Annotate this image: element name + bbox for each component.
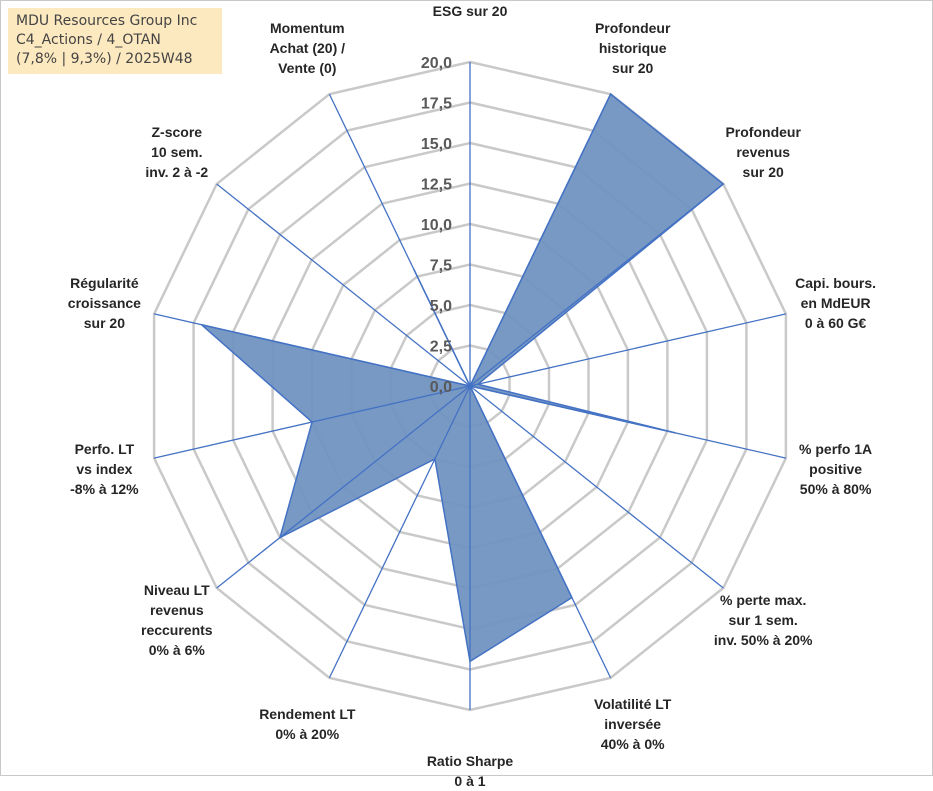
tick-label: 0,0	[430, 379, 452, 396]
axis-label: Régularité croissance sur 20	[68, 273, 141, 333]
axis-spoke	[328, 385, 471, 679]
axis-label-line: Rendement LT	[259, 705, 356, 722]
axis-label-line: Volatilité LT	[594, 695, 672, 712]
axis-label: % perte max. sur 1 sem. inv. 50% à 20%	[714, 590, 813, 650]
axis-spoke	[216, 183, 471, 387]
radar-chart: 0,0 2,5 5,0 7,5 10,0 12,5 15,0 17,5 20,0	[152, 55, 788, 712]
info-line-period: (7,8% | 9,3%) / 2025W48	[16, 51, 193, 67]
axis-label: Momentum Achat (20) / Vente (0)	[270, 18, 345, 78]
axis-label: Profondeur revenus sur 20	[725, 122, 800, 182]
axis-label-line: sur 20	[612, 60, 654, 77]
axis-spoke	[469, 313, 787, 387]
axis-spoke	[153, 313, 471, 387]
axis-label-line: sur 1 sem.	[728, 611, 798, 628]
axis-label-line: Perfo. LT	[74, 441, 135, 458]
tick-label: 2,5	[430, 339, 452, 356]
axis-label-line: 0% à 6%	[148, 641, 205, 658]
axis-label: Rendement LT 0% à 20%	[259, 704, 355, 744]
axis-label-line: Capi. bours.	[795, 274, 877, 291]
axis-label: Ratio Sharpe 0 à 1	[427, 751, 513, 791]
axis-label-line: Niveau LT	[143, 581, 210, 598]
info-line-category: C4_Actions / 4_OTAN	[16, 32, 161, 48]
axis-label-line: Vente (0)	[278, 60, 337, 77]
axis-label-line: Profondeur	[594, 20, 671, 37]
tick-label: 17,5	[421, 96, 452, 113]
axis-label-line: reccurents	[141, 621, 213, 638]
axis-spoke	[469, 385, 612, 679]
tick-label: 20,0	[421, 55, 452, 72]
axis-label-line: -8% à 12%	[70, 481, 139, 498]
axis-label-line: 10 sem.	[151, 144, 203, 161]
axis-label-line: inv. 2 à -2	[145, 164, 209, 181]
info-box: MDU Resources Group Inc C4_Actions / 4_O…	[8, 8, 222, 74]
axis-label-line: en MdEUR	[800, 294, 871, 311]
axis-label-line: Momentum	[269, 20, 345, 37]
tick-label: 15,0	[421, 136, 452, 153]
axis-label-line: Profondeur	[725, 124, 801, 141]
tick-label: 12,5	[421, 177, 452, 194]
axis-label-line: 0 à 1	[454, 773, 486, 789]
axis-spoke	[153, 385, 471, 459]
info-line-company: MDU Resources Group Inc	[16, 13, 198, 29]
axis-spoke	[469, 183, 724, 387]
axis-label-line: 40% à 0%	[600, 735, 665, 752]
axis-label-line: Régularité	[70, 274, 139, 291]
tick-label: 10,0	[421, 217, 452, 234]
axis-label-line: croissance	[67, 294, 141, 311]
axis-label-line: 50% à 80%	[799, 481, 872, 498]
axis-label-line: % perte max.	[719, 591, 807, 608]
axis-label-line: vs index	[76, 461, 133, 478]
axis-spoke	[216, 385, 471, 589]
axis-label: Capi. bours. en MdEUR 0 à 60 G€	[795, 273, 876, 333]
axis-spoke	[328, 93, 471, 387]
axis-spoke	[469, 385, 787, 459]
axis-label: NoteESG sur 20	[433, 0, 508, 21]
axis-label-line: sur 20	[742, 164, 784, 181]
axis-label-line: positive	[809, 461, 863, 478]
axis-label-line: 0% à 20%	[275, 725, 340, 742]
axis-spoke	[469, 385, 724, 589]
axis-label-line: Z-score	[151, 124, 203, 141]
tick-label: 7,5	[430, 258, 452, 275]
axis-label-line: sur 20	[83, 314, 126, 331]
series-area	[201, 92, 725, 663]
axis-label: Niveau LT revenus reccurents 0% à 6%	[141, 580, 213, 660]
axis-label-line: revenus	[149, 601, 204, 618]
axis-label: Volatilité LT inversée 40% à 0%	[594, 694, 671, 754]
tick-label: 5,0	[430, 298, 452, 315]
axis-label: Z-score 10 sem. inv. 2 à -2	[145, 122, 208, 182]
axis-label-line: inv. 50% à 20%	[713, 631, 813, 648]
axis-label-line: inversée	[604, 715, 662, 732]
axis-label-line: ESG sur 20	[432, 3, 508, 19]
axis-label-line: historique	[598, 40, 667, 57]
axis-label: Perfo. LT vs index -8% à 12%	[70, 439, 138, 499]
axis-label-line: revenus	[736, 144, 791, 161]
axis-label-line: Achat (20) /	[269, 40, 346, 57]
axis-spoke	[469, 93, 612, 387]
axis-label: Profondeur historique sur 20	[595, 18, 670, 78]
axis-label-line: % perfo 1A	[799, 441, 873, 458]
axis-label: % perfo 1A positive 50% à 80%	[799, 439, 872, 499]
axis-label-line: 0 à 60 G€	[804, 314, 867, 331]
axis-label-line: Ratio Sharpe	[426, 753, 514, 769]
